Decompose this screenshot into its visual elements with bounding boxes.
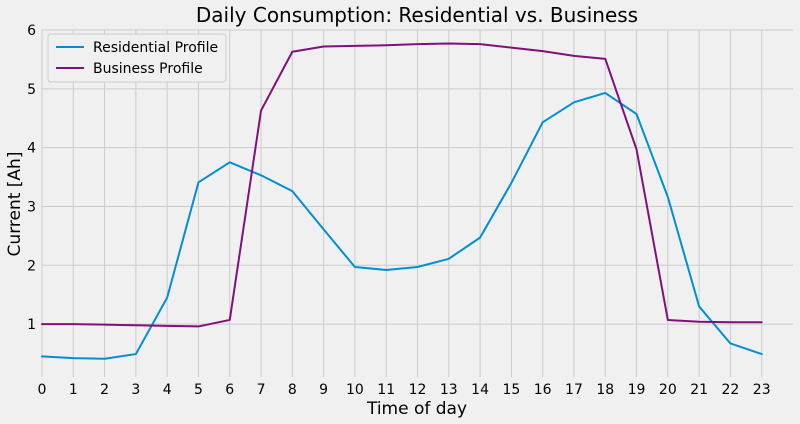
y-tick-label: 1 [27, 317, 36, 333]
x-tick-label: 10 [346, 382, 364, 398]
x-tick-label: 15 [502, 382, 520, 398]
x-tick-label: 5 [194, 382, 203, 398]
x-tick-label: 4 [163, 382, 172, 398]
x-tick-label: 19 [628, 382, 646, 398]
x-tick-label: 6 [225, 382, 234, 398]
x-tick-label: 22 [722, 382, 740, 398]
x-tick-label: 17 [565, 382, 583, 398]
x-tick-label: 8 [288, 382, 297, 398]
series-lines [41, 42, 763, 360]
legend-label-residential: Residential Profile [93, 40, 218, 56]
x-tick-label: 0 [38, 382, 47, 398]
x-tick-label: 12 [409, 382, 427, 398]
x-tick-label: 16 [534, 382, 552, 398]
y-tick-labels: 1 2 3 4 5 6 [27, 23, 36, 333]
y-tick-label: 4 [27, 141, 36, 157]
x-tick-label: 20 [659, 382, 677, 398]
y-axis-label: Current [Ah] [5, 152, 25, 257]
x-axis-label: Time of day [366, 399, 467, 419]
x-tick-label: 11 [377, 382, 395, 398]
legend: Residential Profile Business Profile [47, 33, 227, 83]
x-tick-labels: 0 1 2 3 4 5 6 7 8 9 10 11 12 13 14 15 16 17 18 19 20 21 22 23 [38, 382, 771, 398]
series-line-residential-profile [41, 91, 763, 360]
x-tick-label: 7 [257, 382, 266, 398]
y-tick-label: 6 [27, 23, 36, 39]
legend-box [47, 33, 227, 83]
x-tick-label: 23 [753, 382, 771, 398]
series-line-business-profile [41, 42, 763, 328]
x-tick-label: 13 [440, 382, 458, 398]
x-tick-label: 1 [69, 382, 78, 398]
chart-title: Daily Consumption: Residential vs. Busin… [196, 3, 638, 27]
y-tick-label: 5 [27, 82, 36, 98]
legend-label-business: Business Profile [93, 61, 203, 77]
grid [41, 29, 793, 377]
y-tick-label: 3 [27, 199, 36, 215]
x-tick-label: 2 [100, 382, 109, 398]
x-tick-label: 18 [596, 382, 614, 398]
x-tick-label: 3 [131, 382, 140, 398]
x-tick-label: 14 [471, 382, 489, 398]
y-tick-label: 2 [27, 258, 36, 274]
x-tick-label: 9 [319, 382, 328, 398]
x-tick-label: 21 [690, 382, 708, 398]
